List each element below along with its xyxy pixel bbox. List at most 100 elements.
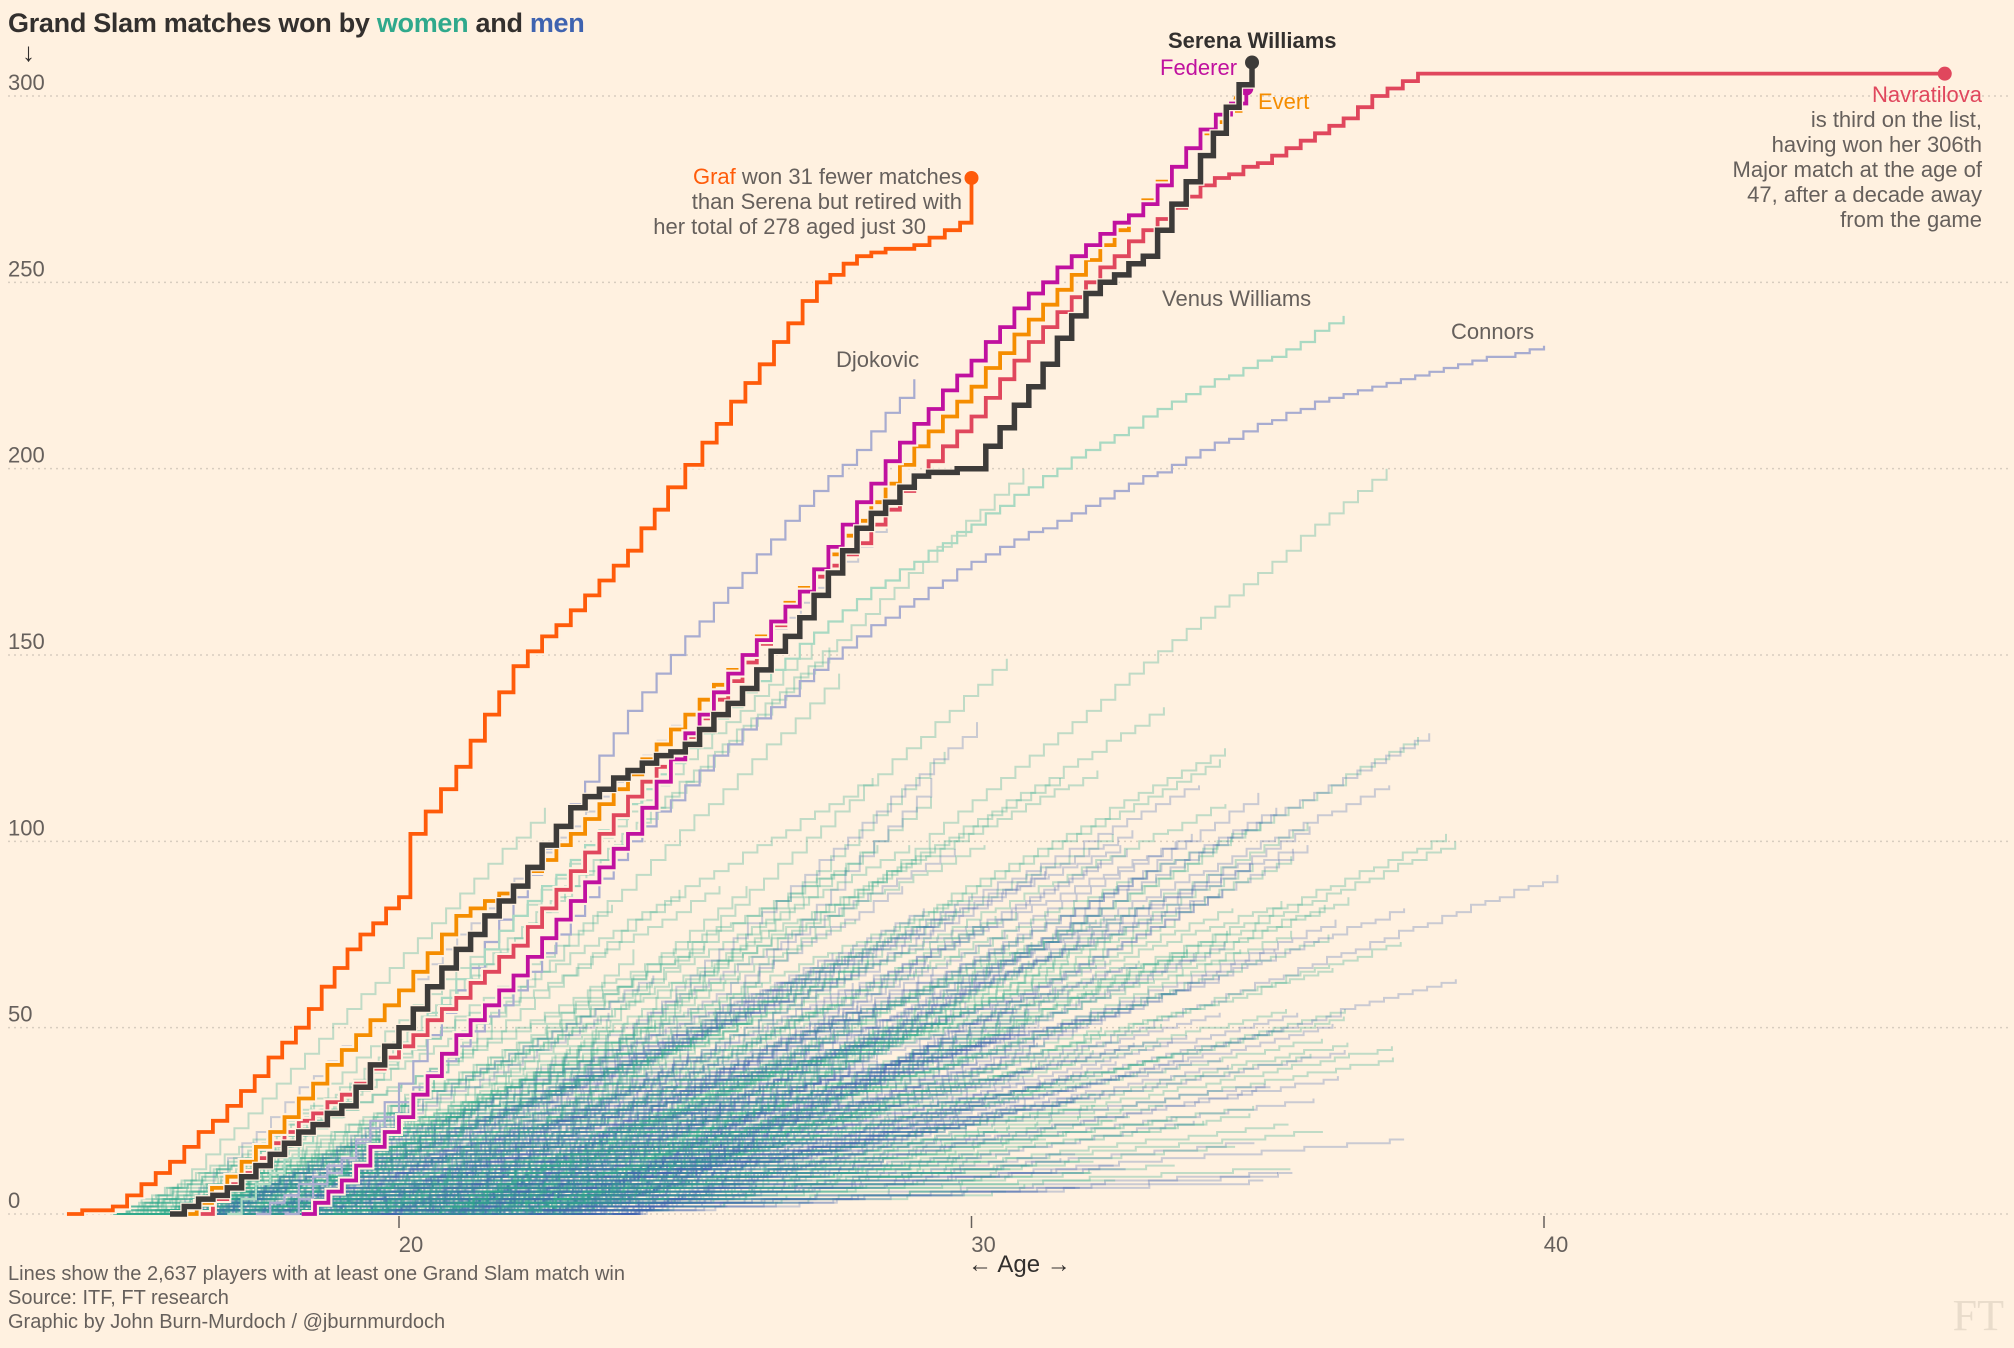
men-player-line bbox=[386, 1009, 874, 1215]
women-player-line bbox=[298, 1186, 763, 1215]
women-player-line bbox=[384, 1209, 415, 1215]
men-player-line bbox=[294, 1184, 365, 1215]
women-player-line bbox=[145, 1086, 1054, 1215]
women-player-line bbox=[348, 1057, 776, 1215]
navratilova-line bbox=[198, 71, 1945, 1216]
women-player-line bbox=[361, 748, 1226, 1215]
women-player-line bbox=[289, 1027, 1103, 1215]
men-player-line bbox=[234, 1105, 973, 1215]
men-player-line bbox=[495, 1180, 565, 1215]
men-player-line bbox=[240, 1202, 279, 1215]
women-player-line bbox=[484, 1165, 576, 1215]
men-player-line bbox=[266, 1102, 841, 1215]
men-player-line bbox=[440, 1094, 1079, 1215]
men-player-line bbox=[565, 1042, 1038, 1215]
women-player-line bbox=[567, 1184, 1026, 1215]
men-player-line bbox=[355, 1201, 438, 1215]
men-player-line bbox=[566, 942, 1226, 1215]
women-player-line bbox=[376, 1146, 515, 1215]
men-player-line bbox=[486, 1042, 1135, 1215]
women-player-line bbox=[182, 1146, 491, 1215]
women-player-line bbox=[547, 1201, 613, 1215]
women-player-line bbox=[297, 1109, 724, 1215]
men-player-line bbox=[275, 1061, 751, 1215]
men-player-line bbox=[368, 1202, 405, 1215]
men-player-line bbox=[400, 1145, 763, 1215]
men-player-line bbox=[557, 1102, 985, 1215]
men-player-line bbox=[396, 1165, 601, 1215]
men-player-line bbox=[549, 908, 1406, 1215]
men-player-line bbox=[470, 1168, 792, 1215]
men-player-line bbox=[538, 1105, 776, 1215]
y-tick-label: 300 bbox=[8, 70, 45, 95]
men-player-line bbox=[412, 1169, 509, 1215]
women-player-line bbox=[390, 1191, 437, 1215]
men-player-line bbox=[322, 1117, 501, 1215]
men-player-line bbox=[209, 1046, 687, 1215]
women-player-line bbox=[329, 1143, 714, 1215]
men-player-line bbox=[612, 949, 1276, 1215]
women-player-line bbox=[406, 1160, 981, 1215]
women-player-line bbox=[229, 1112, 892, 1215]
men-player-line bbox=[481, 1187, 591, 1215]
women-player-line bbox=[485, 886, 1118, 1215]
men-player-line bbox=[530, 778, 933, 1215]
gridlines bbox=[8, 95, 2010, 1215]
women-player-line bbox=[453, 1157, 870, 1215]
men-player-line bbox=[257, 1190, 428, 1215]
men-player-line bbox=[313, 1154, 530, 1215]
women-player-line bbox=[426, 1180, 578, 1215]
men-player-line bbox=[444, 1064, 851, 1215]
women-player-line bbox=[213, 1176, 292, 1215]
men-player-line bbox=[277, 1128, 759, 1215]
men-player-line bbox=[253, 1150, 468, 1215]
women-player-line bbox=[538, 1209, 568, 1215]
women-player-line bbox=[345, 1057, 825, 1215]
women-player-line bbox=[448, 1139, 881, 1215]
women-player-line bbox=[528, 1173, 678, 1215]
men-player-line bbox=[374, 1091, 754, 1215]
men-player-line bbox=[508, 1161, 683, 1215]
men-player-line bbox=[440, 1050, 1044, 1215]
women-player-line bbox=[457, 1180, 526, 1215]
y-tick-label: 250 bbox=[8, 256, 45, 281]
y-tick-label: 100 bbox=[8, 815, 45, 840]
women-player-line bbox=[440, 1117, 708, 1215]
women-player-line bbox=[116, 1157, 764, 1215]
ft-logo: FT bbox=[1952, 1291, 2004, 1340]
men-player-line bbox=[538, 1023, 1334, 1215]
women-player-line bbox=[513, 942, 1402, 1215]
men-player-line bbox=[295, 1186, 1076, 1215]
footer-source: Source: ITF, FT research bbox=[8, 1287, 229, 1309]
men-player-line bbox=[237, 1005, 1134, 1215]
axes: 0 50 100 150 200 250 300 20 30 40 bbox=[8, 70, 1568, 1257]
navratilova-line: having won her 306th bbox=[1771, 132, 1982, 157]
women-player-line bbox=[462, 1020, 913, 1215]
women-player-line bbox=[371, 1102, 877, 1215]
men-player-line bbox=[438, 1173, 640, 1215]
men-player-line bbox=[357, 1146, 492, 1215]
women-player-line bbox=[180, 1046, 637, 1215]
women-player-line bbox=[434, 1164, 1030, 1215]
women-player-line bbox=[432, 1199, 471, 1215]
men-player-line bbox=[412, 1209, 465, 1215]
women-player-line bbox=[454, 1195, 526, 1215]
women-player-line bbox=[160, 845, 986, 1215]
men-player-line bbox=[186, 1105, 630, 1215]
women-player-line bbox=[535, 1199, 567, 1215]
x-tick-label: 20 bbox=[399, 1232, 423, 1257]
women-player-line bbox=[212, 1169, 297, 1215]
women-player-line bbox=[468, 904, 1326, 1215]
women-player-line bbox=[540, 863, 1254, 1215]
men-player-line bbox=[571, 1206, 697, 1215]
women-player-line bbox=[497, 1190, 1007, 1215]
men-player-line bbox=[450, 848, 1128, 1215]
men-player-line bbox=[379, 1012, 1221, 1215]
men-player-line bbox=[441, 871, 1149, 1215]
men-player-line bbox=[423, 1173, 615, 1215]
men-player-line bbox=[222, 1187, 307, 1215]
women-player-line bbox=[481, 1120, 655, 1215]
women-player-line bbox=[485, 1165, 662, 1215]
women-player-line bbox=[437, 1199, 475, 1215]
women-player-line bbox=[550, 1209, 588, 1215]
